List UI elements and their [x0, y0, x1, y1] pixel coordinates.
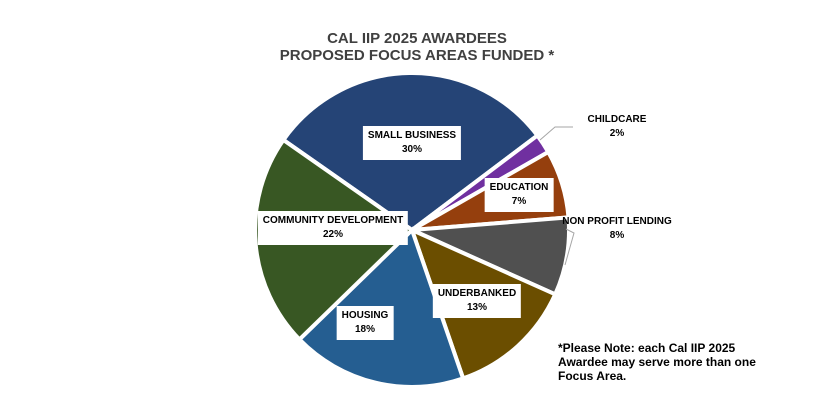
chart-title-line1: CAL IIP 2025 AWARDEES [327, 30, 507, 47]
data-label: COMMUNITY DEVELOPMENT 22% [257, 211, 409, 245]
data-label: SMALL BUSINESS 30% [362, 126, 462, 160]
leader-line [539, 126, 573, 141]
data-label-name: EDUCATION [489, 182, 549, 193]
data-label: EDUCATION 7% [484, 178, 554, 212]
data-label: CHILDCARE 2% [583, 110, 652, 144]
data-label-name: COMMUNITY DEVELOPMENT [262, 215, 404, 226]
data-label-value: 7% [511, 196, 527, 207]
data-label-value: 22% [322, 229, 344, 240]
data-label-value: 18% [354, 324, 376, 335]
data-label-value: 2% [609, 128, 625, 139]
chart-title-line2: PROPOSED FOCUS AREAS FUNDED * [279, 47, 555, 64]
data-label: UNDERBANKED 13% [432, 284, 522, 318]
data-label-name: CHILDCARE [587, 114, 647, 125]
data-label-value: 13% [466, 302, 487, 313]
data-label-name: NON PROFIT LENDING [562, 216, 672, 227]
data-label-value: 8% [609, 230, 625, 241]
leader-line [564, 228, 575, 266]
data-label-name: SMALL BUSINESS [367, 130, 457, 141]
data-label-value: 30% [401, 144, 423, 155]
data-label: NON PROFIT LENDING 8% [557, 212, 676, 246]
data-label: HOUSING 18% [336, 306, 394, 340]
data-label-name: HOUSING [341, 310, 389, 321]
data-label-name: UNDERBANKED [437, 288, 517, 299]
footnote: *Please Note: each Cal IIP 2025 Awardee … [558, 341, 756, 383]
